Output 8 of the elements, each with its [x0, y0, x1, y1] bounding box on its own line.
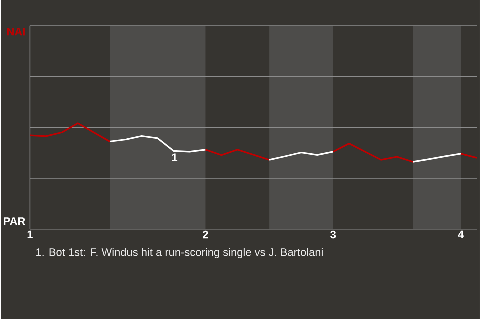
x-tick-label: 4: [458, 230, 464, 238]
x-tick-label: 2: [203, 230, 208, 239]
text: NAI: [8, 28, 25, 36]
x-tick-label: 1: [28, 230, 33, 238]
text: 1. Bot 1st: F. Windus hit a run-scoring single vs J. Bartolani: [36, 248, 323, 258]
text: PAR: [4, 218, 26, 226]
annotation: 1: [172, 154, 178, 162]
x-tick-label: 3: [330, 230, 336, 239]
